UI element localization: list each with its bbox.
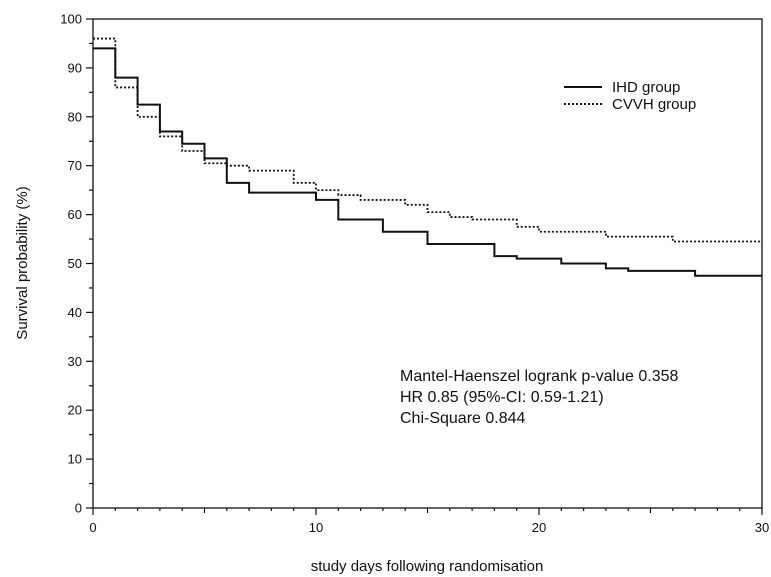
y-tick-label: 10: [68, 452, 82, 467]
legend: IHD group CVVH group: [564, 79, 696, 113]
y-tick-label: 70: [68, 158, 82, 173]
y-tick-label: 0: [75, 501, 82, 516]
annotation-hr: HR 0.85 (95%-CI: 0.59-1.21): [400, 389, 604, 406]
x-tick-label: 20: [532, 520, 546, 535]
y-tick-label: 50: [68, 256, 82, 271]
x-tick-label: 30: [755, 520, 769, 535]
x-axis: 0 10 20 30: [89, 508, 769, 535]
stats-annotation: Mantel-Haenszel logrank p-value 0.358 HR…: [400, 368, 678, 427]
y-tick-label: 40: [68, 305, 82, 320]
x-axis-label: study days following randomisation: [311, 558, 544, 575]
series-line-cvvh: [93, 37, 762, 243]
y-tick-label: 20: [68, 403, 82, 418]
y-tick-label: 90: [68, 60, 82, 75]
y-tick-label: 80: [68, 109, 82, 124]
annotation-logrank: Mantel-Haenszel logrank p-value 0.358: [400, 368, 678, 385]
y-axis-label: Survival probability (%): [14, 186, 31, 339]
legend-label-ihd: IHD group: [612, 79, 680, 96]
y-tick-label: 30: [68, 354, 82, 369]
y-tick-label: 100: [60, 12, 82, 27]
annotation-chi-square: Chi-Square 0.844: [400, 410, 526, 427]
x-tick-label: 0: [89, 520, 96, 535]
series-line-ihd: [93, 47, 762, 277]
y-axis: 0 10 20 30 40 50 60 70 80 90 100: [60, 12, 93, 516]
x-tick-label: 10: [309, 520, 323, 535]
series-layer: [93, 37, 762, 277]
legend-label-cvvh: CVVH group: [612, 96, 696, 113]
y-tick-label: 60: [68, 207, 82, 222]
